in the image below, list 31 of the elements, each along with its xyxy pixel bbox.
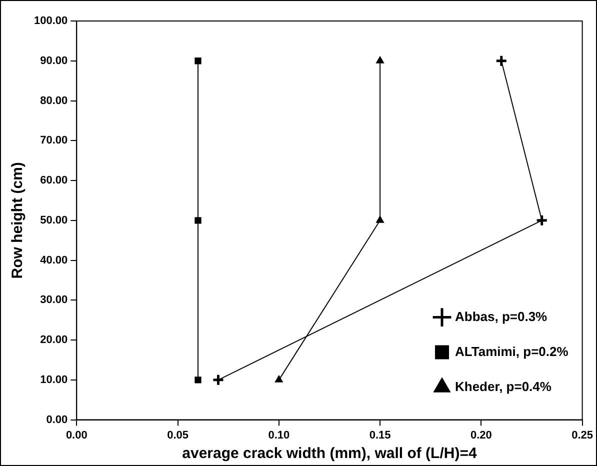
y-tick-label: 10.00 bbox=[40, 374, 68, 386]
point bbox=[376, 216, 384, 223]
x-tick-label: 0.15 bbox=[369, 429, 391, 442]
point bbox=[376, 56, 384, 64]
legend-label: ALTamimi, p=0.2% bbox=[454, 344, 569, 359]
y-tick-label: 40.00 bbox=[40, 254, 68, 266]
point bbox=[194, 58, 202, 64]
y-tick-label: 80.00 bbox=[40, 94, 68, 107]
point bbox=[274, 375, 283, 382]
point bbox=[495, 54, 508, 68]
y-tick-label: 30.00 bbox=[40, 294, 68, 306]
x-axis-title: average crack width (mm), wall of (L/H)=4 bbox=[182, 445, 478, 462]
y-tick-label: 20.00 bbox=[40, 334, 68, 346]
legend-label: Abbas, p=0.3% bbox=[454, 308, 548, 324]
y-tick-label: 90.00 bbox=[40, 54, 68, 67]
point bbox=[212, 374, 224, 386]
y-axis-title: Row height (cm) bbox=[9, 162, 26, 279]
y-tick-label: 100.00 bbox=[34, 15, 68, 28]
x-tick-label: 0.00 bbox=[66, 429, 88, 442]
y-tick-label: 50.00 bbox=[40, 214, 68, 226]
x-tick-label: 0.20 bbox=[470, 429, 492, 442]
x-tick-label: 0.05 bbox=[167, 429, 188, 442]
x-tick-label: 0.10 bbox=[268, 429, 290, 442]
point bbox=[194, 376, 202, 384]
x-tick-label: 0.25 bbox=[572, 429, 594, 442]
legend-label: Kheder, p=0.4% bbox=[454, 378, 552, 394]
y-tick-label: 0.00 bbox=[46, 414, 68, 426]
y-tick-label: 70.00 bbox=[40, 134, 68, 147]
y-tick-label: 60.00 bbox=[40, 174, 68, 187]
point bbox=[536, 214, 548, 227]
point bbox=[194, 217, 202, 224]
